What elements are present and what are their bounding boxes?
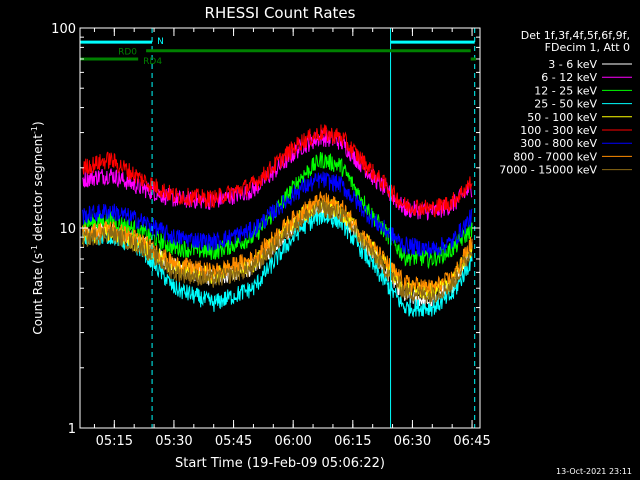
- y-label-prefix: Count Rate (s: [31, 253, 45, 335]
- y-label-exponent-2: -1: [30, 126, 39, 134]
- chart-title: RHESSI Count Rates: [205, 4, 356, 22]
- legend-label: 300 - 800 keV: [520, 137, 597, 150]
- y-tick-label: 1: [68, 422, 76, 437]
- y-label-middle: detector segment: [31, 134, 45, 245]
- legend-label: 50 - 100 keV: [527, 111, 597, 124]
- legend-header-line-2: FDecim 1, Att 0: [545, 41, 630, 54]
- legend: Det 1f,3f,4f,5f,6f,9f, FDecim 1, Att 0 3…: [499, 29, 632, 177]
- x-tick-label: 05:30: [155, 434, 192, 449]
- legend-label: 12 - 25 keV: [534, 84, 597, 97]
- x-tick-label: 06:15: [334, 434, 371, 449]
- x-tick-label: 05:45: [215, 434, 252, 449]
- legend-label: 3 - 6 keV: [548, 58, 597, 71]
- flag-label: N: [157, 37, 164, 47]
- flag-label: RD0: [118, 48, 137, 58]
- x-tick-label: 06:00: [274, 434, 311, 449]
- legend-label: 7000 - 15000 keV: [499, 164, 597, 177]
- x-tick-label: 06:45: [453, 434, 490, 449]
- x-tick-label: 06:30: [394, 434, 431, 449]
- y-label-exponent: -1: [30, 245, 39, 253]
- y-tick-label: 100: [51, 22, 76, 37]
- legend-label: 25 - 50 keV: [534, 98, 597, 111]
- x-tick-label: 05:15: [96, 434, 133, 449]
- flag-label: RD4: [143, 57, 162, 67]
- y-label-suffix: ): [31, 121, 45, 126]
- series-line: [82, 124, 473, 218]
- y-tick-label: 10: [59, 222, 76, 237]
- series-line: [82, 191, 473, 296]
- series-line: [82, 199, 473, 305]
- series-line: [82, 171, 473, 258]
- legend-label: 800 - 7000 keV: [513, 150, 597, 163]
- legend-label: 6 - 12 keV: [541, 71, 597, 84]
- legend-header-line-1: Det 1f,3f,4f,5f,6f,9f,: [521, 29, 630, 42]
- axes-layer: 1 10 100 05:15 05:30 05:45 06:00 06:15 06:30 06:4…: [51, 22, 491, 449]
- y-axis-label: Count Rate (s-1 detector segment-1): [30, 121, 45, 334]
- x-axis-label: Start Time (19-Feb-09 05:06:22): [175, 456, 385, 471]
- series-layer: [82, 124, 473, 318]
- render-timestamp: 13-Oct-2021 23:11: [556, 467, 632, 476]
- legend-label: 100 - 300 keV: [520, 124, 597, 137]
